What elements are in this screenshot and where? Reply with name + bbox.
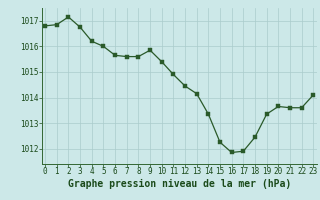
X-axis label: Graphe pression niveau de la mer (hPa): Graphe pression niveau de la mer (hPa) — [68, 179, 291, 189]
